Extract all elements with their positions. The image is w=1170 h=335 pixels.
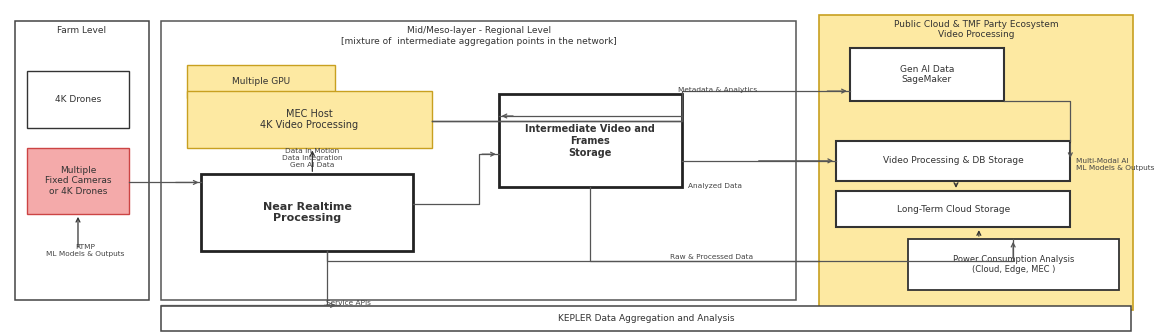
FancyBboxPatch shape: [161, 306, 1131, 331]
Text: KEPLER Data Aggregation and Analysis: KEPLER Data Aggregation and Analysis: [558, 314, 735, 323]
Text: Service APIs: Service APIs: [326, 300, 371, 306]
Text: MEC Host
4K Video Processing: MEC Host 4K Video Processing: [261, 109, 358, 130]
Text: Mid/Meso-layer - Regional Level
[mixture of  intermediate aggregation points in : Mid/Meso-layer - Regional Level [mixture…: [340, 26, 617, 46]
Text: 4K Drones: 4K Drones: [55, 95, 101, 104]
FancyBboxPatch shape: [835, 141, 1071, 181]
Text: Gen AI Data
SageMaker: Gen AI Data SageMaker: [900, 65, 954, 84]
Text: Data In Motion
Data Integration
Gen AI Data: Data In Motion Data Integration Gen AI D…: [282, 147, 343, 168]
FancyBboxPatch shape: [27, 71, 130, 128]
Text: RTMP
ML Models & Outputs: RTMP ML Models & Outputs: [46, 244, 124, 257]
FancyBboxPatch shape: [15, 21, 149, 300]
FancyBboxPatch shape: [819, 15, 1134, 310]
Text: Metadata & Analytics: Metadata & Analytics: [679, 87, 757, 93]
Text: Near Realtime
Processing: Near Realtime Processing: [263, 202, 352, 223]
Text: Public Cloud & TMF Party Ecosystem
Video Processing: Public Cloud & TMF Party Ecosystem Video…: [894, 20, 1059, 39]
FancyBboxPatch shape: [849, 48, 1004, 101]
FancyBboxPatch shape: [186, 65, 336, 98]
FancyBboxPatch shape: [201, 174, 413, 251]
FancyBboxPatch shape: [498, 94, 682, 188]
Text: Analyzed Data: Analyzed Data: [688, 183, 743, 189]
Text: Video Processing & DB Storage: Video Processing & DB Storage: [883, 156, 1024, 165]
FancyBboxPatch shape: [186, 91, 433, 147]
Text: Multiple GPU: Multiple GPU: [232, 77, 290, 86]
Text: Farm Level: Farm Level: [57, 26, 106, 35]
Text: Multiple
Fixed Cameras
or 4K Drones: Multiple Fixed Cameras or 4K Drones: [44, 166, 111, 196]
Text: Intermediate Video and
Frames
Storage: Intermediate Video and Frames Storage: [525, 124, 655, 157]
FancyBboxPatch shape: [27, 147, 130, 214]
Text: Raw & Processed Data: Raw & Processed Data: [670, 254, 753, 260]
FancyBboxPatch shape: [908, 239, 1120, 290]
FancyBboxPatch shape: [161, 21, 796, 300]
Text: Multi-Modal AI
ML Models & Outputs: Multi-Modal AI ML Models & Outputs: [1076, 158, 1155, 171]
Text: Long-Term Cloud Storage: Long-Term Cloud Storage: [896, 205, 1010, 213]
FancyBboxPatch shape: [835, 191, 1071, 227]
Text: Power Consumption Analysis
(Cloud, Edge, MEC ): Power Consumption Analysis (Cloud, Edge,…: [954, 255, 1074, 274]
